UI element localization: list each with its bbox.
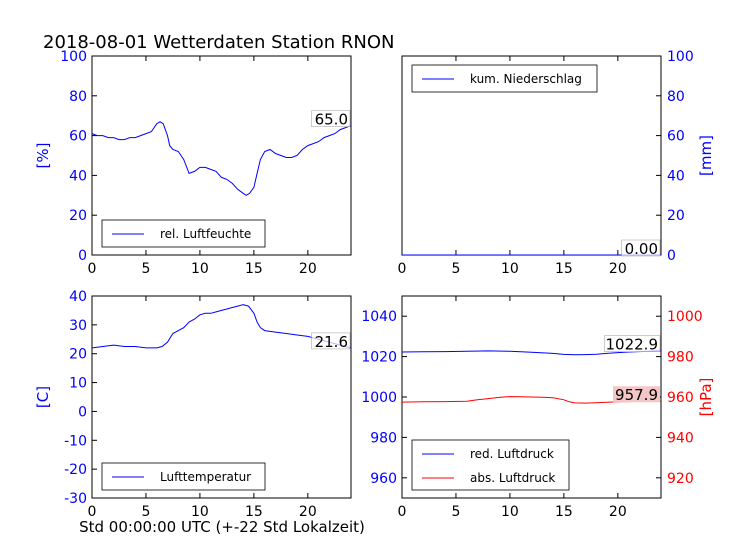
y2-tick-label: 980 (667, 350, 694, 366)
y-tick-label: 40 (69, 168, 87, 184)
x-tick-label: 10 (191, 504, 209, 520)
y-tick-label: 40 (667, 168, 685, 184)
y-tick-label: 1020 (361, 350, 397, 366)
y-tick-label: 20 (69, 208, 87, 224)
value-label-box (311, 110, 351, 127)
value-label: 21.6 (315, 333, 348, 351)
series-line-lufttemperatur (92, 304, 351, 349)
legend-label: abs. Luftdruck (470, 471, 555, 485)
y-tick-label: 0 (78, 248, 87, 264)
y-tick-label: -10 (64, 433, 87, 449)
series-line-rel-luftfeuchte (92, 121, 351, 196)
y-tick-label: -20 (64, 462, 87, 478)
panel-top-left: 0 5 10 15 20 0 20 40 60 80 100 [%] 65.0 rel. Luftfeuc… (34, 49, 352, 277)
value-label: 1022.9 (606, 336, 659, 354)
y-tick-label: 100 (60, 49, 87, 65)
y-tick-label: 80 (69, 89, 87, 105)
x-tick-label: 5 (451, 261, 460, 277)
legend-box (411, 439, 570, 491)
x-tick-label: 15 (245, 504, 263, 520)
y2-tick-label: 920 (667, 471, 694, 487)
value-label: 957.9 (615, 386, 658, 404)
figure-title: 2018-08-01 Wetterdaten Station RNON (43, 32, 394, 53)
y-tick-label: -30 (64, 491, 87, 507)
value-label-box (311, 332, 351, 350)
y-tick-label: 20 (69, 347, 87, 363)
value-label: 65.0 (315, 111, 348, 129)
y-tick-label: 20 (667, 208, 685, 224)
panel-bottom-left: 0 5 10 15 20 -30 -20 -10 0 10 20 30 40 [C] 21.6 Lufttem… (34, 289, 352, 520)
y-tick-label: 80 (667, 89, 685, 105)
legend-box (101, 219, 266, 248)
value-label-box (613, 386, 660, 403)
y2-tick-label: 1000 (667, 309, 703, 325)
legend-label: red. Luftdruck (470, 447, 554, 461)
x-tick-label: 20 (299, 261, 317, 277)
value-label-box (621, 239, 661, 257)
plot-frame (91, 55, 352, 256)
y-tick-label: 100 (667, 49, 694, 65)
legend-label: kum. Niederschlag (470, 72, 582, 86)
y-tick-label: 60 (69, 129, 87, 145)
x-tick-label: 0 (398, 504, 407, 520)
x-tick-label: 15 (245, 261, 263, 277)
legend-label: Lufttemperatur (160, 470, 251, 484)
y-tick-label: 1040 (361, 309, 397, 325)
y2-tick-label: 940 (667, 430, 694, 446)
y-axis-label: [mm] (697, 135, 715, 176)
x-tick-label: 10 (501, 261, 519, 277)
x-tick-label: 15 (555, 504, 573, 520)
x-tick-label: 20 (609, 261, 627, 277)
x-tick-label: 5 (141, 504, 150, 520)
y-axis-label: [%] (34, 143, 52, 169)
legend-label: rel. Luftfeuchte (160, 227, 251, 241)
x-tick-label: 10 (191, 261, 209, 277)
x-tick-label: 0 (88, 261, 97, 277)
y-axis-label: [C] (34, 386, 52, 408)
plot-frame (91, 295, 352, 499)
x-tick-label: 10 (501, 504, 519, 520)
x-axis-label: Std 00:00:00 UTC (+-22 Std Lokalzeit) (79, 518, 365, 536)
y-tick-label: 0 (667, 248, 676, 264)
y-tick-label: 40 (69, 289, 87, 305)
y2-tick-label: 960 (667, 390, 694, 406)
x-tick-label: 5 (141, 261, 150, 277)
x-tick-label: 20 (299, 504, 317, 520)
y-tick-label: 980 (370, 430, 397, 446)
panel-top-right: 0 5 10 15 20 0 20 40 60 80 100 [mm] 0.00 kum. Nieders… (398, 49, 715, 277)
legend-box (101, 462, 266, 491)
value-label: 0.00 (625, 240, 658, 258)
y-tick-label: 30 (69, 318, 87, 334)
panel-bottom-right: 0 5 10 15 20 960 980 1000 1020 1040 920 940 960 980 10… (361, 295, 715, 520)
y-tick-label: 0 (78, 404, 87, 420)
x-tick-label: 20 (609, 504, 627, 520)
y-tick-label: 960 (370, 471, 397, 487)
x-tick-label: 5 (451, 504, 460, 520)
y-tick-label: 1000 (361, 390, 397, 406)
y-axis-label: [hPa] (697, 378, 715, 417)
x-tick-label: 0 (88, 504, 97, 520)
x-tick-label: 0 (398, 261, 407, 277)
value-label-box (604, 335, 661, 352)
y-tick-label: 60 (667, 129, 685, 145)
x-tick-label: 15 (555, 261, 573, 277)
y-tick-label: 10 (69, 376, 87, 392)
